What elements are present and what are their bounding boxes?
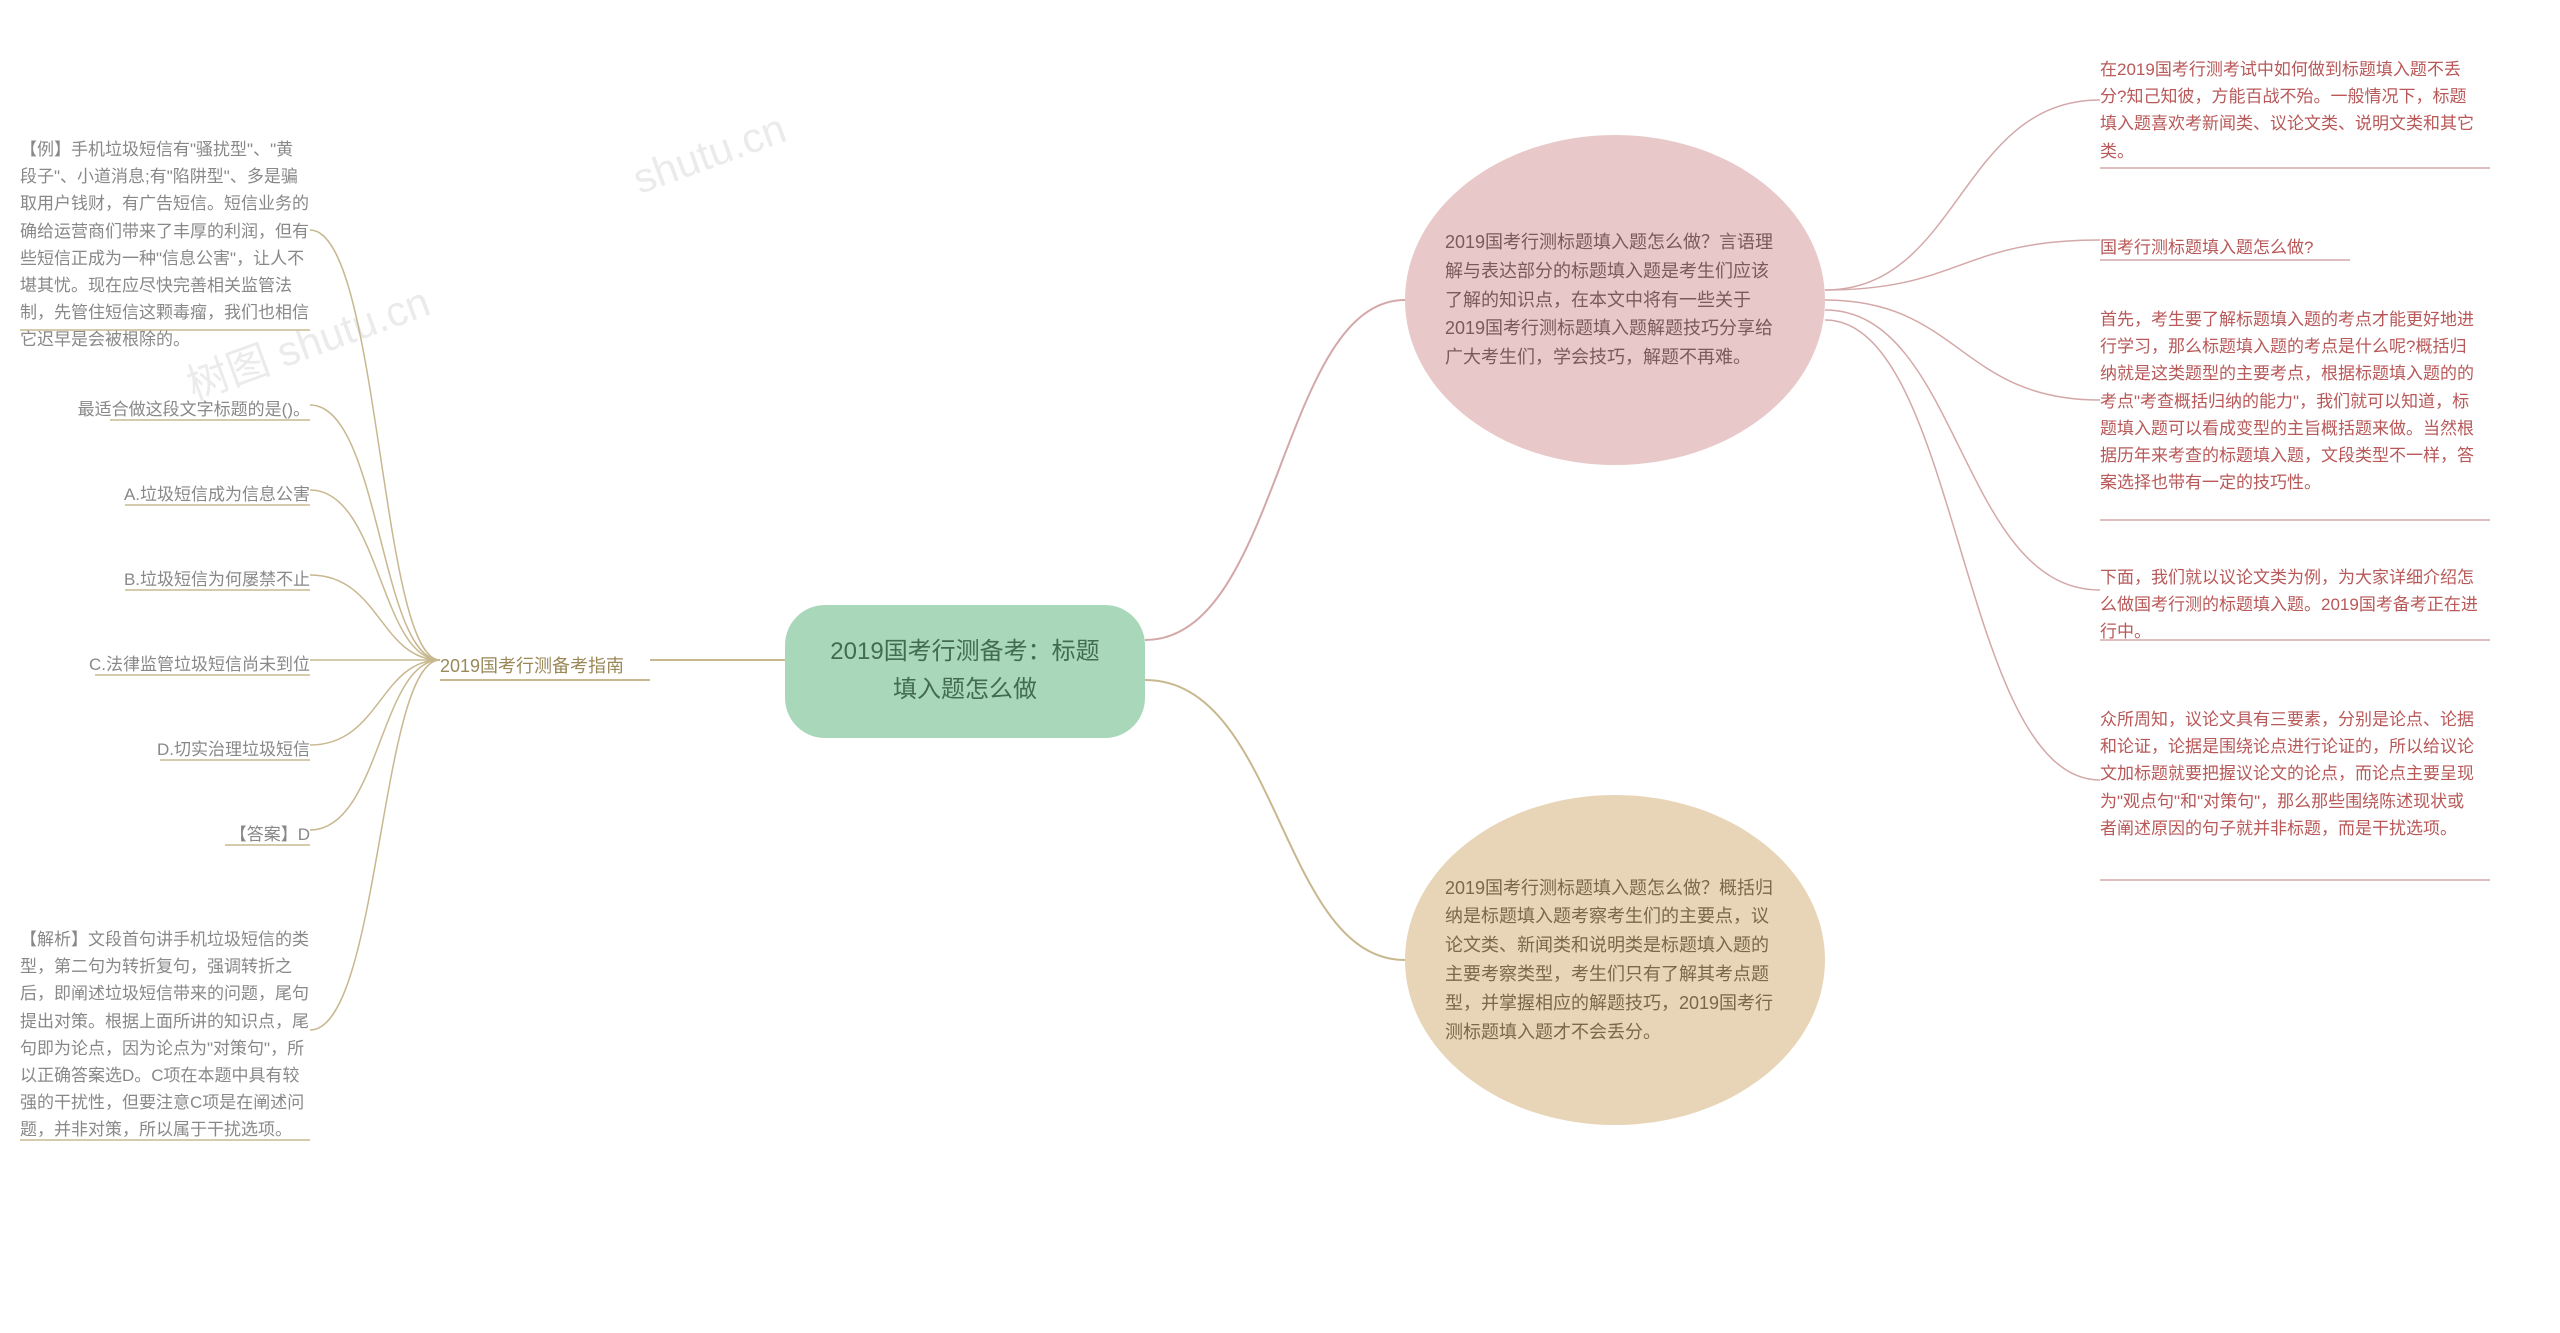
left-branch-label[interactable]: 2019国考行测备考指南	[440, 646, 624, 687]
right-leaf-5: 众所周知，议论文具有三要素，分别是论点、论据和论证，论据是围绕论点进行论证的，所…	[2100, 700, 2480, 848]
pink-node[interactable]: 2019国考行测标题填入题怎么做？言语理解与表达部分的标题填入题是考生们应该了解…	[1405, 135, 1825, 465]
left-optB: B.垃圾短信为何屡禁不止	[20, 560, 310, 599]
left-optA: A.垃圾短信成为信息公害	[20, 475, 310, 514]
left-label-text: 2019国考行测备考指南	[440, 656, 624, 676]
right-leaf-1: 在2019国考行测考试中如何做到标题填入题不丢分?知己知彼，方能百战不殆。一般情…	[2100, 50, 2480, 171]
right-leaf-4-text: 下面，我们就以议论文类为例，为大家详细介绍怎么做国考行测的标题填入题。2019国…	[2100, 568, 2478, 641]
left-optD: D.切实治理垃圾短信	[20, 730, 310, 769]
right-leaf-2-text: 国考行测标题填入题怎么做?	[2100, 238, 2313, 257]
left-optD-text: D.切实治理垃圾短信	[157, 740, 310, 759]
left-optC: C.法律监管垃圾短信尚未到位	[20, 645, 310, 684]
left-question: 最适合做这段文字标题的是()。	[20, 390, 310, 429]
left-example: 【例】手机垃圾短信有"骚扰型"、"黄段子"、小道消息;有"陷阱型"、多是骗取用户…	[20, 130, 310, 360]
right-leaf-4: 下面，我们就以议论文类为例，为大家详细介绍怎么做国考行测的标题填入题。2019国…	[2100, 558, 2480, 652]
left-analysis: 【解析】文段首句讲手机垃圾短信的类型，第二句为转折复句，强调转折之后，即阐述垃圾…	[20, 920, 310, 1150]
left-answer-text: 【答案】D	[230, 825, 310, 844]
left-example-text: 【例】手机垃圾短信有"骚扰型"、"黄段子"、小道消息;有"陷阱型"、多是骗取用户…	[20, 140, 309, 349]
left-analysis-text: 【解析】文段首句讲手机垃圾短信的类型，第二句为转折复句，强调转折之后，即阐述垃圾…	[20, 930, 309, 1139]
right-leaf-1-text: 在2019国考行测考试中如何做到标题填入题不丢分?知己知彼，方能百战不殆。一般情…	[2100, 60, 2474, 161]
watermark: shutu.cn	[627, 104, 793, 203]
left-optB-text: B.垃圾短信为何屡禁不止	[124, 570, 310, 589]
right-leaf-3: 首先，考生要了解标题填入题的考点才能更好地进行学习，那么标题填入题的考点是什么呢…	[2100, 300, 2480, 502]
right-leaf-2: 国考行测标题填入题怎么做?	[2100, 228, 2480, 267]
tan-node[interactable]: 2019国考行测标题填入题怎么做？概括归纳是标题填入题考察考生们的主要点，议论文…	[1405, 795, 1825, 1125]
connector-lines	[0, 0, 2560, 1333]
left-question-text: 最适合做这段文字标题的是()。	[78, 400, 310, 419]
left-answer: 【答案】D	[20, 815, 310, 854]
left-optC-text: C.法律监管垃圾短信尚未到位	[89, 655, 310, 674]
right-leaf-5-text: 众所周知，议论文具有三要素，分别是论点、论据和论证，论据是围绕论点进行论证的，所…	[2100, 710, 2474, 838]
left-optA-text: A.垃圾短信成为信息公害	[124, 485, 310, 504]
center-node[interactable]: 2019国考行测备考：标题填入题怎么做	[785, 605, 1145, 738]
center-title: 2019国考行测备考：标题填入题怎么做	[830, 638, 1099, 703]
right-leaf-3-text: 首先，考生要了解标题填入题的考点才能更好地进行学习，那么标题填入题的考点是什么呢…	[2100, 310, 2474, 492]
tan-text: 2019国考行测标题填入题怎么做？概括归纳是标题填入题考察考生们的主要点，议论文…	[1445, 874, 1785, 1047]
pink-text: 2019国考行测标题填入题怎么做？言语理解与表达部分的标题填入题是考生们应该了解…	[1445, 228, 1785, 372]
